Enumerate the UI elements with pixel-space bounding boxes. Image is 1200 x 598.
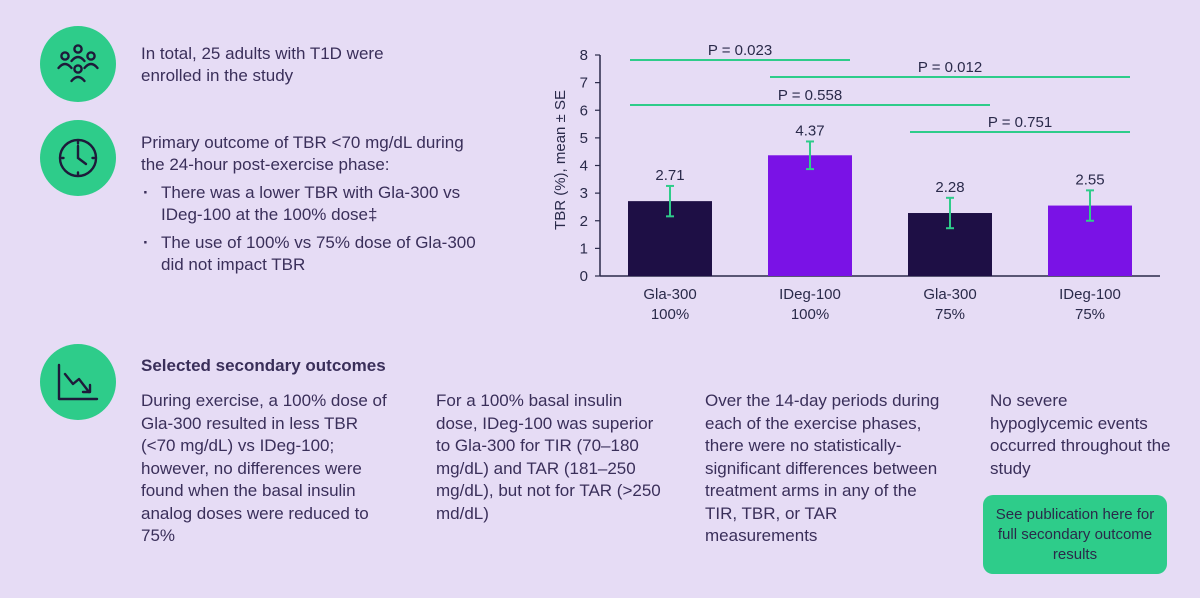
y-tick-label: 2 (580, 213, 588, 230)
secondary-outcomes-title: Selected secondary outcomes (141, 356, 386, 375)
category-label: Gla-300 (923, 286, 976, 303)
primary-outcome-bullets: There was a lower TBR with Gla-300 vs ID… (141, 182, 491, 276)
p-value-label: P = 0.558 (778, 87, 842, 104)
bar-value-label: 2.71 (655, 167, 684, 184)
primary-outcome-heading: Primary outcome of TBR <70 mg/dL during … (141, 133, 464, 174)
secondary-col-3: Over the 14-day periods during each of t… (705, 391, 940, 545)
category-label: IDeg-100 (779, 286, 841, 303)
primary-outcome-block: Primary outcome of TBR <70 mg/dL during … (141, 132, 491, 276)
bar-value-label: 2.55 (1075, 171, 1104, 188)
publication-link-label: See publication here for full secondary … (995, 505, 1155, 563)
chart-icon-circle (40, 344, 116, 420)
publication-link-button[interactable]: See publication here for full secondary … (983, 495, 1167, 574)
secondary-col-2: For a 100% basal insulin dose, IDeg-100 … (436, 391, 661, 523)
tbr-bar-chart: TBR (%), mean ± SE 0 1 2 3 4 5 6 7 8 2.71 Gla-300 1… (552, 42, 1160, 323)
y-tick-label: 8 (580, 47, 588, 64)
category-label: IDeg-100 (1059, 286, 1121, 303)
bullet-item: There was a lower TBR with Gla-300 vs ID… (141, 182, 491, 226)
clock-icon-circle (40, 120, 116, 196)
p-value-label: P = 0.751 (988, 114, 1052, 131)
category-label: 75% (1075, 306, 1105, 323)
secondary-col-4: No severe hypoglycemic events occurred t… (990, 391, 1171, 478)
clock-icon (58, 138, 98, 178)
bar-value-label: 4.37 (795, 122, 824, 139)
people-group-icon (57, 44, 99, 83)
p-value-label: P = 0.012 (918, 59, 982, 76)
people-icon-circle (40, 26, 116, 102)
p-value-label: P = 0.023 (708, 42, 772, 59)
y-tick-label: 6 (580, 102, 588, 119)
y-tick-label: 0 (580, 268, 588, 285)
bar-1 (768, 155, 852, 276)
y-axis-label: TBR (%), mean ± SE (552, 90, 569, 230)
y-tick-label: 5 (580, 130, 588, 147)
enrollment-text: In total, 25 adults with T1D were enroll… (141, 44, 384, 85)
y-tick-label: 1 (580, 240, 588, 257)
y-tick-label: 3 (580, 185, 588, 202)
secondary-col-1: During exercise, a 100% dose of Gla-300 … (141, 391, 387, 545)
category-label: 75% (935, 306, 965, 323)
category-label: 100% (651, 306, 689, 323)
y-tick-label: 4 (580, 158, 588, 175)
category-label: Gla-300 (643, 286, 696, 303)
bullet-item: The use of 100% vs 75% dose of Gla-300 d… (141, 232, 491, 276)
y-tick-label: 7 (580, 75, 588, 92)
bar-value-label: 2.28 (935, 179, 964, 196)
category-label: 100% (791, 306, 829, 323)
chart-decline-icon (57, 363, 99, 401)
